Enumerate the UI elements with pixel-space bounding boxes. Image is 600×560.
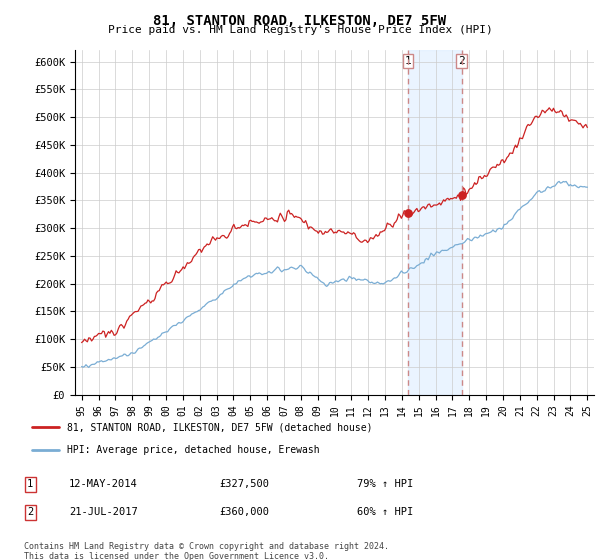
Text: 12-MAY-2014: 12-MAY-2014 <box>69 479 138 489</box>
Text: 1: 1 <box>27 479 33 489</box>
Text: 21-JUL-2017: 21-JUL-2017 <box>69 507 138 517</box>
Text: £360,000: £360,000 <box>219 507 269 517</box>
Text: 81, STANTON ROAD, ILKESTON, DE7 5FW (detached house): 81, STANTON ROAD, ILKESTON, DE7 5FW (det… <box>67 422 373 432</box>
Text: 1: 1 <box>404 55 412 66</box>
Point <box>403 208 413 217</box>
Text: HPI: Average price, detached house, Erewash: HPI: Average price, detached house, Erew… <box>67 445 320 455</box>
Point <box>457 190 467 199</box>
Text: Price paid vs. HM Land Registry's House Price Index (HPI): Price paid vs. HM Land Registry's House … <box>107 25 493 35</box>
Text: 81, STANTON ROAD, ILKESTON, DE7 5FW: 81, STANTON ROAD, ILKESTON, DE7 5FW <box>154 14 446 28</box>
Text: Contains HM Land Registry data © Crown copyright and database right 2024.
This d: Contains HM Land Registry data © Crown c… <box>24 542 389 560</box>
Text: 79% ↑ HPI: 79% ↑ HPI <box>357 479 413 489</box>
Text: 2: 2 <box>27 507 33 517</box>
Text: £327,500: £327,500 <box>219 479 269 489</box>
Text: 60% ↑ HPI: 60% ↑ HPI <box>357 507 413 517</box>
Text: 2: 2 <box>458 55 465 66</box>
